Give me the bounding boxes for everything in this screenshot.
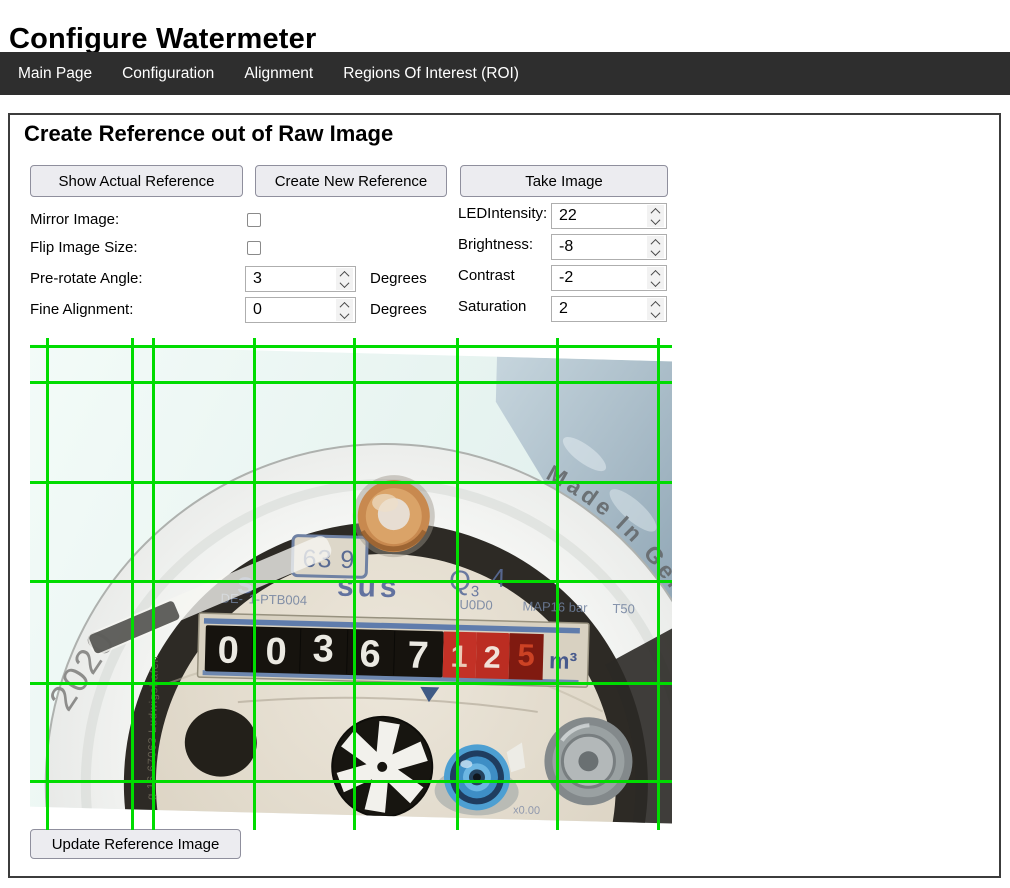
counter-digit-3: 3 <box>312 628 334 671</box>
prerotate-angle-stepper[interactable] <box>336 268 353 290</box>
blue-cap <box>434 744 519 816</box>
show-actual-reference-button[interactable]: Show Actual Reference <box>30 165 243 197</box>
page-title: Configure Watermeter <box>9 23 317 56</box>
contrast-input[interactable]: -2 <box>551 265 667 291</box>
grid-line-vertical <box>556 338 559 830</box>
saturation-stepper[interactable] <box>647 298 664 320</box>
grid-line-horizontal <box>30 780 672 783</box>
nav-item-alignment[interactable]: Alignment <box>244 64 314 82</box>
ring-shadow-right <box>605 626 672 824</box>
fine-alignment-input[interactable]: 0 <box>245 297 356 323</box>
prerotate-angle-value: 3 <box>253 270 262 287</box>
led-intensity-value: 22 <box>559 207 577 224</box>
grid-line-horizontal <box>30 481 672 484</box>
flip-image-size-checkbox[interactable] <box>247 241 261 255</box>
flip-image-size-label: Flip Image Size: <box>30 239 138 256</box>
mirror-image-label: Mirror Image: <box>30 211 120 228</box>
led-intensity-label: LEDIntensity: <box>458 205 548 222</box>
mirror-image-checkbox[interactable] <box>247 213 261 227</box>
grid-line-vertical <box>353 338 356 830</box>
watermeter-photo: Made In Germa 2020 g 16 67063 Ludwigshaf… <box>30 344 672 824</box>
fine-alignment-value: 0 <box>253 301 262 318</box>
alignment-grid: Made In Germa 2020 g 16 67063 Ludwigshaf… <box>30 338 672 830</box>
orange-cap <box>352 475 435 558</box>
metrology-map16: MAP16 bar <box>522 598 588 615</box>
update-reference-image-button[interactable]: Update Reference Image <box>30 829 241 859</box>
grid-line-horizontal <box>30 381 672 384</box>
counter-red-digit-2: 2 <box>483 639 501 674</box>
main-nav: Main Page Configuration Alignment Region… <box>0 52 1010 95</box>
q3-value: 4 <box>491 563 506 593</box>
metrology-t50: T50 <box>612 601 635 617</box>
counter-red-digit-3: 5 <box>517 637 535 672</box>
contrast-stepper[interactable] <box>647 267 664 289</box>
fine-alignment-stepper[interactable] <box>336 299 353 321</box>
reference-panel: Create Reference out of Raw Image Show A… <box>8 113 1001 878</box>
grid-line-vertical <box>253 338 256 830</box>
counter-digit-2: 0 <box>265 631 287 674</box>
grid-line-horizontal <box>30 580 672 583</box>
nav-item-roi[interactable]: Regions Of Interest (ROI) <box>343 64 519 82</box>
create-new-reference-button[interactable]: Create New Reference <box>255 165 447 197</box>
grid-line-horizontal <box>30 345 672 348</box>
nav-item-main-page[interactable]: Main Page <box>18 64 93 82</box>
lever-pointer <box>88 536 332 655</box>
counter-digit-1: 0 <box>217 630 239 673</box>
counter-digit-4: 6 <box>359 633 381 676</box>
take-image-button[interactable]: Take Image <box>460 165 668 197</box>
brightness-input[interactable]: -8 <box>551 234 667 260</box>
prerotate-angle-unit: Degrees <box>370 270 427 287</box>
brightness-label: Brightness: <box>458 236 534 253</box>
metrology-ptb: 1-PTB004 <box>248 591 307 608</box>
led-intensity-stepper[interactable] <box>647 205 664 227</box>
counter-red-digit-1: 1 <box>450 639 468 674</box>
counter-register: 0 0 3 6 7 1 2 5 m³ <box>196 612 590 703</box>
register-pointer <box>420 686 440 703</box>
fine-alignment-label: Fine Alignment: <box>30 301 134 318</box>
brightness-value: -8 <box>559 238 574 255</box>
white-tab <box>506 742 526 773</box>
counter-digit-5: 7 <box>407 635 429 678</box>
small-scale-label: x0.00 <box>513 804 540 817</box>
grid-line-horizontal <box>30 682 672 685</box>
prerotate-angle-input[interactable]: 3 <box>245 266 356 292</box>
grid-line-vertical <box>46 338 49 830</box>
nav-item-configuration[interactable]: Configuration <box>122 64 215 82</box>
star-rotor <box>331 715 434 818</box>
saturation-input[interactable]: 2 <box>551 296 667 322</box>
face-black-dot <box>184 708 257 777</box>
section-heading: Create Reference out of Raw Image <box>24 121 394 146</box>
grid-line-vertical <box>131 338 134 830</box>
metrology-u0d0: U0D0 <box>459 597 493 613</box>
metal-dial <box>544 717 633 806</box>
saturation-label: Saturation <box>458 298 527 315</box>
brand-text: sus <box>337 570 402 605</box>
contrast-value: -2 <box>559 269 574 286</box>
brightness-stepper[interactable] <box>647 236 664 258</box>
prerotate-angle-label: Pre-rotate Angle: <box>30 270 143 287</box>
fine-alignment-unit: Degrees <box>370 301 427 318</box>
saturation-value: 2 <box>559 300 568 317</box>
contrast-label: Contrast <box>458 267 515 284</box>
cubic-meter-unit: m³ <box>549 647 578 674</box>
grid-line-vertical <box>152 338 155 830</box>
grid-line-vertical <box>657 338 660 830</box>
q3-subscript: 3 <box>471 583 480 600</box>
led-intensity-input[interactable]: 22 <box>551 203 667 229</box>
grid-line-vertical <box>456 338 459 830</box>
